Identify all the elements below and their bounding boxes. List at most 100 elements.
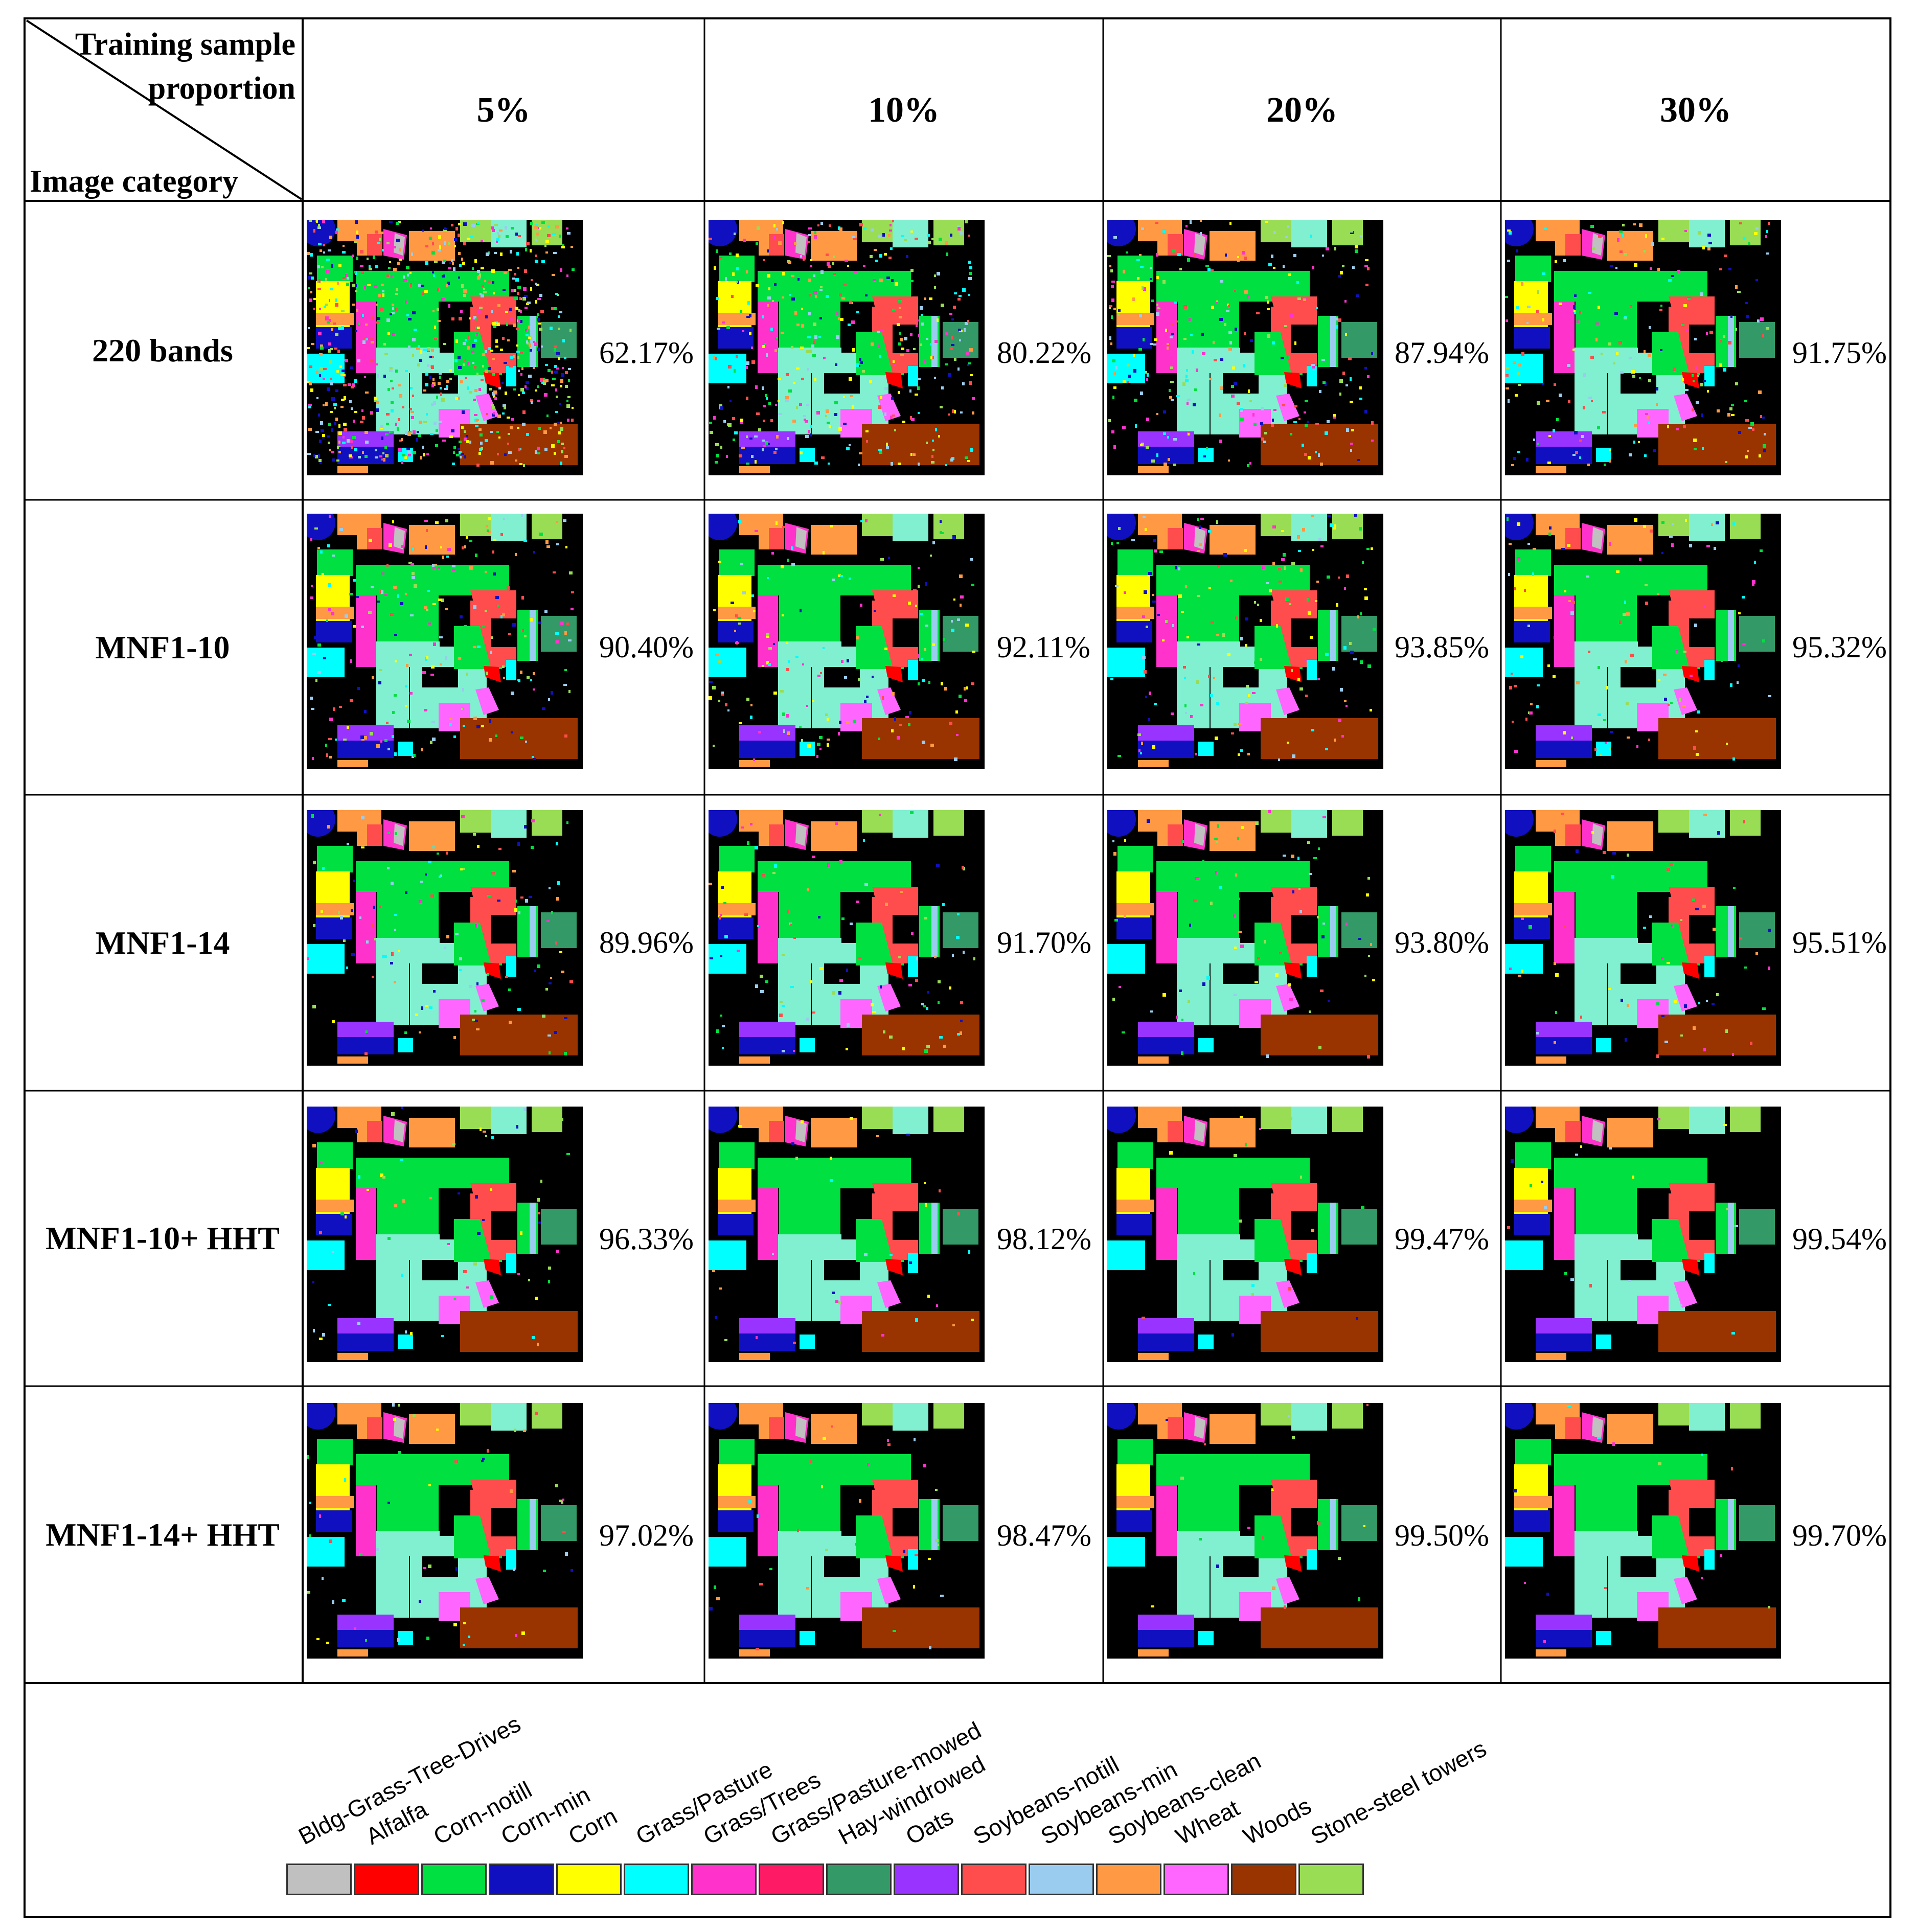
- misclassified-pixel: [355, 290, 357, 292]
- misclassified-pixel: [719, 916, 721, 919]
- misclassified-pixel: [1289, 603, 1291, 605]
- misclassified-pixel: [917, 386, 920, 390]
- misclassified-pixel: [1702, 246, 1705, 249]
- misclassified-pixel: [491, 310, 493, 313]
- misclassified-pixel: [431, 403, 434, 406]
- misclassified-pixel: [885, 903, 888, 906]
- misclassified-pixel: [502, 337, 505, 340]
- map-region: [506, 660, 516, 680]
- misclassified-pixel: [419, 1600, 421, 1603]
- misclassified-pixel: [369, 268, 372, 270]
- misclassified-pixel: [859, 452, 862, 454]
- misclassified-pixel: [441, 599, 444, 602]
- misclassified-pixel: [1507, 260, 1510, 262]
- misclassified-pixel: [563, 447, 565, 449]
- misclassified-pixel: [1228, 331, 1232, 334]
- misclassified-pixel: [560, 462, 562, 465]
- misclassified-pixel: [1140, 586, 1143, 589]
- misclassified-pixel: [519, 297, 521, 300]
- misclassified-pixel: [345, 359, 348, 361]
- misclassified-pixel: [1518, 384, 1521, 386]
- misclassified-pixel: [1564, 1272, 1567, 1275]
- misclassified-pixel: [426, 656, 428, 659]
- misclassified-pixel: [1630, 305, 1632, 308]
- misclassified-pixel: [551, 444, 555, 448]
- map-region: [1704, 660, 1715, 680]
- misclassified-pixel: [1680, 1304, 1682, 1306]
- misclassified-pixel: [400, 602, 403, 605]
- misclassified-pixel: [1597, 1437, 1601, 1439]
- misclassified-pixel: [1367, 1055, 1370, 1059]
- map-region: [1536, 1037, 1592, 1054]
- misclassified-pixel: [1285, 236, 1288, 238]
- misclassified-pixel: [722, 1047, 724, 1049]
- misclassified-pixel: [1252, 692, 1256, 694]
- misclassified-pixel: [460, 868, 463, 870]
- misclassified-pixel: [364, 286, 366, 289]
- misclassified-pixel: [916, 957, 918, 960]
- map-region: [1515, 1142, 1551, 1169]
- misclassified-pixel: [537, 452, 540, 454]
- misclassified-pixel: [326, 259, 330, 261]
- misclassified-pixel: [481, 447, 483, 450]
- misclassified-pixel: [945, 332, 948, 335]
- misclassified-pixel: [801, 378, 804, 380]
- map-region: [409, 231, 455, 261]
- map-region: [1505, 514, 1534, 540]
- misclassified-pixel: [536, 284, 539, 286]
- misclassified-pixel: [1178, 594, 1182, 598]
- misclassified-pixel: [405, 685, 407, 687]
- misclassified-pixel: [1606, 686, 1608, 689]
- misclassified-pixel: [1543, 1640, 1546, 1643]
- misclassified-pixel: [519, 463, 522, 465]
- misclassified-pixel: [1170, 336, 1173, 338]
- misclassified-pixel: [716, 297, 719, 300]
- misclassified-pixel: [1631, 370, 1635, 374]
- misclassified-pixel: [1360, 235, 1362, 237]
- misclassified-pixel: [415, 1014, 418, 1016]
- map-region: [877, 1280, 901, 1308]
- misclassified-pixel: [485, 1135, 487, 1137]
- misclassified-pixel: [419, 1031, 421, 1033]
- misclassified-pixel: [362, 314, 364, 317]
- misclassified-pixel: [812, 354, 816, 357]
- misclassified-pixel: [1153, 343, 1156, 346]
- misclassified-pixel: [1247, 464, 1249, 467]
- map-region: [475, 687, 499, 715]
- misclassified-pixel: [563, 519, 566, 522]
- misclassified-pixel: [477, 1232, 481, 1235]
- misclassified-pixel: [1113, 236, 1117, 239]
- misclassified-pixel: [1618, 341, 1622, 344]
- map-region: [1276, 1577, 1299, 1604]
- misclassified-pixel: [538, 427, 541, 430]
- misclassified-pixel: [1187, 636, 1189, 638]
- misclassified-pixel: [1518, 975, 1521, 977]
- misclassified-pixel: [325, 744, 327, 747]
- map-region: [908, 366, 918, 386]
- map-region: [1505, 1537, 1543, 1567]
- misclassified-pixel: [405, 891, 407, 894]
- misclassified-pixel: [965, 220, 968, 223]
- misclassified-pixel: [514, 908, 517, 912]
- misclassified-pixel: [364, 1052, 368, 1055]
- misclassified-pixel: [853, 720, 856, 723]
- misclassified-pixel: [841, 660, 843, 663]
- misclassified-pixel: [836, 250, 838, 254]
- misclassified-pixel: [1673, 367, 1676, 371]
- misclassified-pixel: [495, 734, 497, 737]
- misclassified-pixel: [571, 608, 574, 610]
- map-region: [1138, 1056, 1169, 1064]
- misclassified-pixel: [323, 657, 326, 659]
- misclassified-pixel: [331, 428, 333, 432]
- misclassified-pixel: [806, 350, 809, 353]
- misclassified-pixel: [510, 426, 513, 429]
- misclassified-pixel: [554, 365, 557, 368]
- misclassified-pixel: [380, 425, 383, 428]
- misclassified-pixel: [498, 436, 500, 439]
- misclassified-pixel: [467, 346, 470, 350]
- misclassified-pixel: [1151, 300, 1154, 302]
- map-region: [1674, 1280, 1697, 1308]
- map-region: [1536, 1630, 1592, 1647]
- misclassified-pixel: [925, 582, 927, 586]
- misclassified-pixel: [334, 407, 336, 409]
